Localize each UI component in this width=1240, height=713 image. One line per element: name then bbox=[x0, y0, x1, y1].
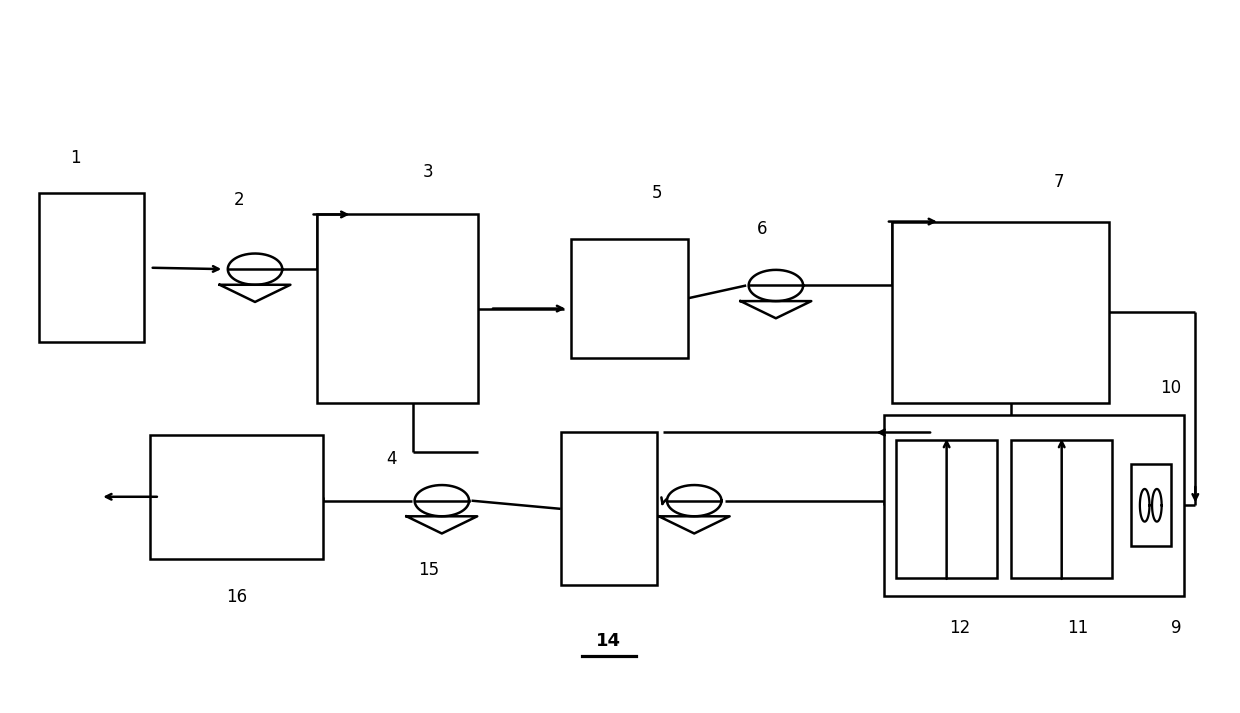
Bar bbox=[1131, 464, 1171, 546]
Bar bbox=[570, 239, 688, 358]
Text: 6: 6 bbox=[758, 220, 768, 237]
Text: 16: 16 bbox=[226, 588, 247, 605]
Text: 7: 7 bbox=[1054, 173, 1064, 192]
Text: 15: 15 bbox=[418, 560, 439, 578]
Bar bbox=[38, 193, 144, 342]
Bar bbox=[1011, 440, 1112, 578]
Bar bbox=[884, 415, 1184, 596]
Text: 10: 10 bbox=[1159, 379, 1182, 397]
Bar bbox=[150, 435, 324, 559]
Bar bbox=[897, 440, 997, 578]
Text: 12: 12 bbox=[950, 619, 971, 637]
Bar bbox=[560, 433, 657, 585]
Bar bbox=[893, 222, 1109, 403]
Text: 9: 9 bbox=[1172, 619, 1182, 637]
Bar bbox=[317, 215, 477, 403]
Text: 2: 2 bbox=[233, 191, 244, 209]
Text: 3: 3 bbox=[423, 163, 434, 181]
Text: 11: 11 bbox=[1068, 619, 1089, 637]
Text: 4: 4 bbox=[386, 451, 397, 468]
Text: 5: 5 bbox=[652, 184, 662, 202]
Text: 14: 14 bbox=[596, 632, 621, 650]
Text: 1: 1 bbox=[71, 148, 81, 167]
